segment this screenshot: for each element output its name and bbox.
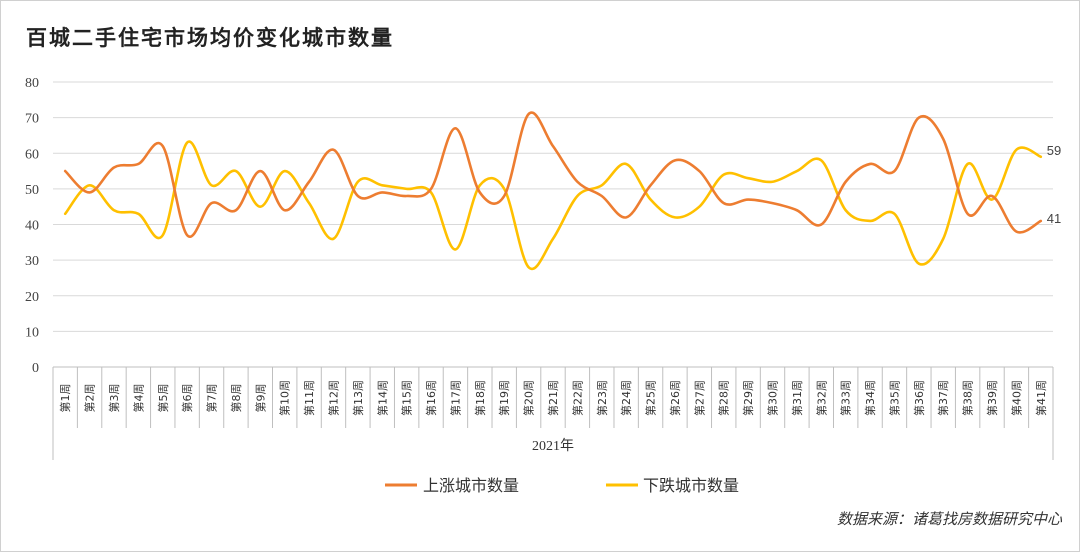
series-line-1 <box>63 111 1043 239</box>
x-tick-label: 第13周 <box>351 380 365 416</box>
x-axis: 第1周 第2周 第3周 第4周 第5周 第6周 第7周 第8周 第9周 第10周 第11周 第12周第… <box>52 366 1054 460</box>
data-source-note: 数据来源：诸葛找房数据研究中心 <box>836 510 1062 528</box>
x-tick-label: 第32周 <box>814 380 828 416</box>
x-tick-label: 第18周 <box>473 380 487 416</box>
x-tick-label: 第38周 <box>961 380 975 416</box>
x-tick-label: 第11周 <box>302 380 316 416</box>
x-tick-label: 第28周 <box>717 380 731 416</box>
x-tick-label: 第27周 <box>692 380 706 416</box>
x-tick-label: 第34周 <box>863 380 877 416</box>
x-tick-label: 第25周 <box>644 380 658 416</box>
x-tick-label: 第12周 <box>326 380 340 416</box>
x-tick-label: 第30周 <box>766 380 780 416</box>
x-group-label: 2021年 <box>532 438 574 454</box>
legend: 上涨城市数量 下跌城市数量 <box>385 476 739 495</box>
x-tick-label: 第6周 <box>180 384 194 413</box>
x-tick-label: 第9周 <box>253 384 267 413</box>
data-label-last-1: 41 <box>1047 211 1061 226</box>
y-tick-label: 70 <box>25 112 39 127</box>
x-tick-label: 第2周 <box>83 384 97 413</box>
x-tick-label: 第5周 <box>156 384 170 413</box>
x-tick-label: 第3周 <box>107 384 121 413</box>
x-tick-label: 第22周 <box>570 380 584 416</box>
gridlines <box>53 81 1053 332</box>
x-tick-label: 第15周 <box>400 380 414 416</box>
chart-title: 百城二手住宅市场均价变化城市数量 <box>26 26 394 50</box>
y-tick-label: 30 <box>25 254 39 269</box>
y-tick-label: 80 <box>25 76 39 91</box>
x-tick-label: 第24周 <box>619 380 633 416</box>
legend-label-1: 上涨城市数量 <box>423 476 519 495</box>
y-tick-label: 60 <box>25 147 39 162</box>
x-tick-label: 第40周 <box>1009 380 1023 416</box>
x-tick-label: 第39周 <box>985 380 999 416</box>
x-tick-label: 第20周 <box>522 380 536 416</box>
y-tick-label: 40 <box>25 219 39 234</box>
x-tick-label: 第17周 <box>448 380 462 416</box>
x-tick-label: 第4周 <box>131 384 145 413</box>
x-tick-label: 第16周 <box>424 380 438 416</box>
x-tick-label: 第31周 <box>790 380 804 416</box>
series-line-2 <box>63 140 1043 271</box>
x-tick-label: 第33周 <box>839 380 853 416</box>
x-tick-label: 第36周 <box>912 380 926 416</box>
y-tick-label: 50 <box>25 183 39 198</box>
y-tick-label: 10 <box>25 325 39 340</box>
legend-label-2: 下跌城市数量 <box>643 476 739 495</box>
x-tick-label: 第1周 <box>58 384 72 413</box>
x-tick-label: 第29周 <box>741 380 755 416</box>
x-tick-label: 第19周 <box>497 380 511 416</box>
x-tick-label: 第7周 <box>205 384 219 413</box>
y-axis: 0 10 20 30 40 50 60 70 80 <box>25 76 39 376</box>
y-tick-label: 20 <box>25 290 39 305</box>
x-tick-label: 第26周 <box>668 380 682 416</box>
x-tick-label: 第8周 <box>229 384 243 413</box>
x-tick-label: 第41周 <box>1034 380 1048 416</box>
x-tick-label: 第23周 <box>595 380 609 416</box>
x-tick-label: 第35周 <box>887 380 901 416</box>
x-tick-label: 第14周 <box>375 380 389 416</box>
x-tick-label: 第37周 <box>936 380 950 416</box>
x-tick-label: 第21周 <box>546 380 560 416</box>
series-lines: 59 41 <box>63 111 1061 271</box>
y-tick-label: 0 <box>32 361 39 376</box>
data-label-last-2: 59 <box>1047 143 1061 158</box>
x-tick-label: 第10周 <box>278 380 292 416</box>
